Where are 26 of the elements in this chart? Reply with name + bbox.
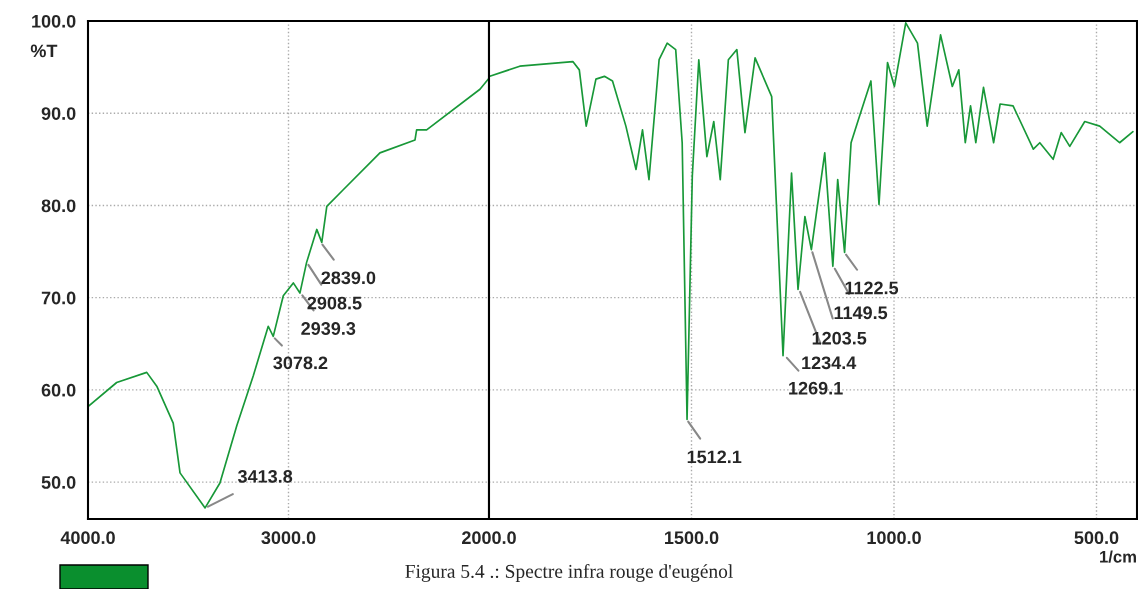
x-tick-label: 500.0 bbox=[1074, 531, 1119, 545]
annotation: 1122.5 bbox=[845, 281, 899, 295]
y-axis-title: %T bbox=[30, 44, 58, 58]
annotation: 3078.2 bbox=[273, 356, 328, 370]
annotation: 1512.1 bbox=[687, 450, 742, 464]
y-tick-label: 90.0 bbox=[41, 107, 76, 120]
annotation: 2839.0 bbox=[321, 271, 376, 285]
annotation: 1234.4 bbox=[802, 356, 857, 370]
x-tick-label: 2000.0 bbox=[462, 531, 516, 545]
y-tick-label: 70.0 bbox=[41, 291, 76, 305]
annotation: 2908.5 bbox=[307, 296, 362, 310]
x-axis-title: 1/cm bbox=[1100, 550, 1136, 563]
y-tick-label: 100.0 bbox=[32, 14, 76, 28]
annotation: 3413.8 bbox=[237, 469, 293, 483]
annotation: 1149.5 bbox=[834, 306, 888, 320]
annotation: 1269.1 bbox=[789, 381, 843, 395]
annotation: 2939.3 bbox=[301, 322, 356, 335]
y-tick-label: 80.0 bbox=[41, 199, 76, 213]
y-tick-label: 50.0 bbox=[41, 476, 76, 489]
annotation: 1203.5 bbox=[812, 331, 867, 345]
x-tick-label: 1000.0 bbox=[867, 531, 921, 545]
y-tick-label: 60.0 bbox=[41, 383, 76, 397]
x-tick-label: 4000.0 bbox=[60, 531, 115, 545]
x-tick-label: 3000.0 bbox=[261, 531, 316, 545]
text: Figura 5.4 .: Spectre infra rouge d'eugénol bbox=[405, 564, 733, 582]
x-tick-label: 1500.0 bbox=[665, 531, 719, 545]
